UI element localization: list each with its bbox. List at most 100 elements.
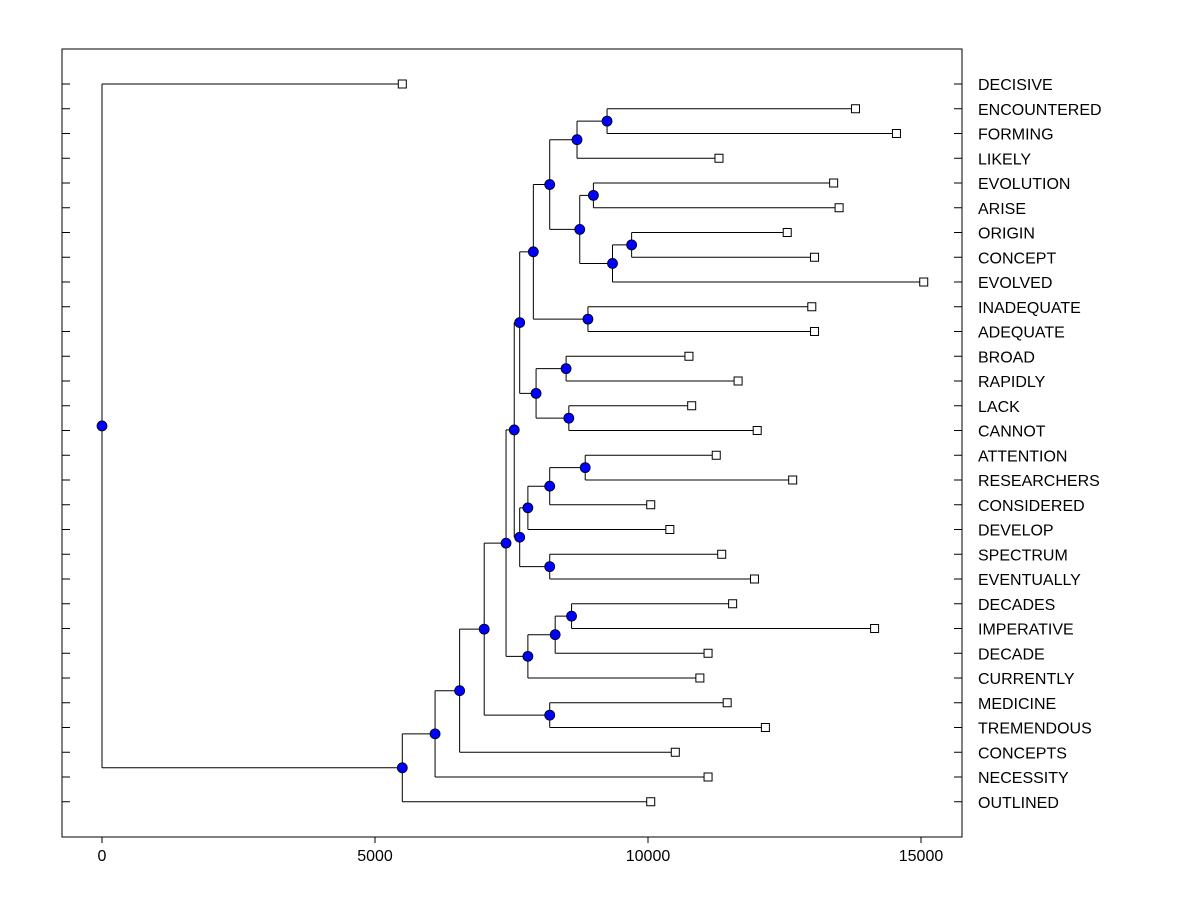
leaf-marker xyxy=(788,475,798,485)
merge-node xyxy=(454,685,466,697)
leaf-label: ARISE xyxy=(978,201,1026,218)
merge-node xyxy=(588,189,599,201)
merge-node xyxy=(96,420,108,432)
leaf-label: ENCOUNTERED xyxy=(978,102,1102,119)
merge-node xyxy=(544,709,556,721)
leaf-marker xyxy=(665,525,675,534)
leaf-label: NECESSITY xyxy=(978,770,1069,787)
leaf-label: MEDICINE xyxy=(978,696,1056,713)
merge-node xyxy=(566,610,577,622)
leaf-marker xyxy=(646,500,656,510)
leaf-label: CONCEPT xyxy=(978,250,1056,267)
merge-node xyxy=(571,134,583,146)
leaf-label: LIKELY xyxy=(978,151,1031,168)
leaf-label: IMPERATIVE xyxy=(978,622,1074,639)
merge-node xyxy=(549,629,561,641)
merge-node xyxy=(544,480,556,492)
merge-node xyxy=(514,531,526,543)
leaf-marker xyxy=(782,228,792,237)
merge-node xyxy=(522,502,534,514)
leaf-label: ADEQUATE xyxy=(978,325,1065,342)
leaf-marker xyxy=(670,747,680,757)
merge-node xyxy=(563,412,575,424)
leaf-marker xyxy=(850,104,860,114)
leaf-marker xyxy=(695,673,705,683)
leaf-marker xyxy=(752,426,762,435)
leaf-label: RESEARCHERS xyxy=(978,473,1100,490)
leaf-marker xyxy=(687,401,697,411)
leaf-marker xyxy=(711,450,721,460)
merge-node xyxy=(544,561,556,573)
merge-node xyxy=(544,179,556,190)
leaf-label: DEVELOP xyxy=(978,523,1054,540)
leaf-marker xyxy=(703,648,713,658)
leaf-label: OUTLINED xyxy=(978,795,1059,812)
leaf-marker xyxy=(919,277,929,287)
merge-node xyxy=(579,462,591,474)
leaf-label: LACK xyxy=(978,399,1020,416)
leaf-label: CANNOT xyxy=(978,424,1046,441)
merge-node xyxy=(607,258,618,269)
merge-node xyxy=(508,424,520,436)
leaf-label: EVENTUALLY xyxy=(978,572,1081,589)
leaf-label: CURRENTLY xyxy=(978,671,1075,688)
plot-frame xyxy=(61,48,963,838)
leaf-marker xyxy=(397,79,407,89)
row-ticks xyxy=(62,83,962,803)
leaf-marker xyxy=(760,723,770,732)
leaf-label: EVOLUTION xyxy=(978,176,1070,193)
dendrogram-links xyxy=(101,83,924,803)
merge-node xyxy=(500,537,512,549)
leaf-marker xyxy=(733,376,743,386)
leaf-label: BROAD xyxy=(978,349,1035,366)
leaf-labels: DECISIVE ENCOUNTERED FORMING LIKELY EVOLUTIO… xyxy=(978,77,1102,812)
merge-node xyxy=(396,762,408,774)
leaf-marker xyxy=(810,252,820,262)
merge-node xyxy=(522,650,534,662)
leaf-label: DECADES xyxy=(978,597,1055,614)
merge-node xyxy=(574,224,586,235)
leaf-marker xyxy=(703,772,713,782)
merge-node xyxy=(527,246,539,258)
leaf-marker xyxy=(722,698,732,708)
leaf-label: CONSIDERED xyxy=(978,498,1085,515)
leaf-marker xyxy=(834,203,844,213)
leaf-label: DECISIVE xyxy=(978,77,1053,94)
merge-node xyxy=(514,317,526,329)
x-axis: 0 5000 10000 15000 xyxy=(98,837,944,865)
leaf-marker xyxy=(717,549,727,559)
leaf-label: SPECTRUM xyxy=(978,547,1068,564)
x-tick-label: 0 xyxy=(98,848,107,865)
leaf-marker xyxy=(807,302,817,312)
leaf-marker xyxy=(684,351,694,361)
merge-node xyxy=(601,115,613,127)
leaf-marker xyxy=(829,178,839,188)
leaf-marker xyxy=(646,797,656,807)
leaf-label: FORMING xyxy=(978,127,1054,144)
leaf-marker xyxy=(810,327,820,336)
leaf-label: TREMENDOUS xyxy=(978,721,1092,738)
leaf-markers xyxy=(397,79,929,807)
x-tick-label: 10000 xyxy=(626,848,671,865)
leaf-marker xyxy=(749,574,759,584)
merge-node xyxy=(530,387,542,399)
x-tick-label: 15000 xyxy=(899,848,944,865)
leaf-label: ORIGIN xyxy=(978,226,1035,243)
leaf-label: EVOLVED xyxy=(978,275,1052,292)
leaf-label: RAPIDLY xyxy=(978,374,1046,391)
merge-node xyxy=(582,313,594,325)
merge-node xyxy=(478,623,490,635)
merge-node xyxy=(429,728,441,740)
leaf-marker xyxy=(728,599,738,609)
leaf-marker xyxy=(891,129,901,138)
leaf-marker xyxy=(714,153,724,163)
merge-node xyxy=(560,363,572,375)
merge-node xyxy=(626,239,638,251)
leaf-label: INADEQUATE xyxy=(978,300,1081,317)
x-tick-label: 5000 xyxy=(357,848,393,865)
leaf-marker xyxy=(870,624,880,633)
leaf-label: DECADE xyxy=(978,646,1045,663)
merge-nodes xyxy=(96,115,638,774)
leaf-label: CONCEPTS xyxy=(978,745,1067,762)
